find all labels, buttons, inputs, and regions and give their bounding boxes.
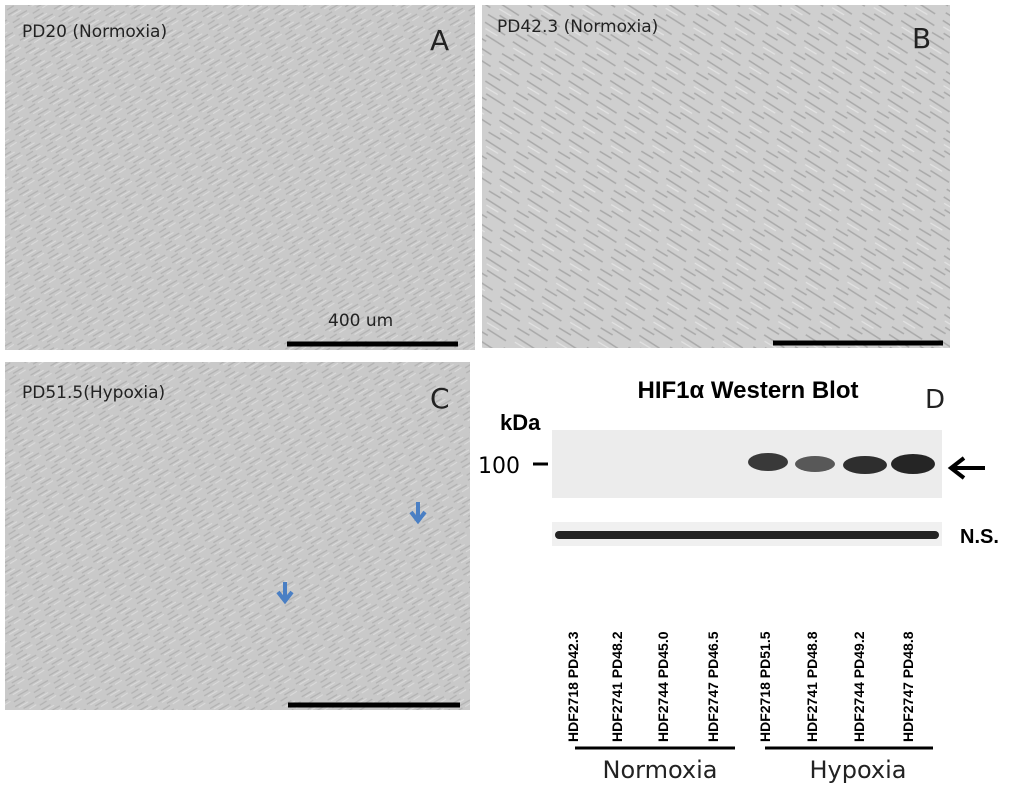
group-label: Normoxia xyxy=(603,756,718,784)
arrow xyxy=(947,456,985,480)
blot-title: HIF1α Western Blot xyxy=(637,377,858,404)
unit-label: kDa xyxy=(500,410,541,435)
lane-label: HDF2747 PD48.8 xyxy=(900,631,916,742)
lane-label: HDF2741 PD48.2 xyxy=(609,631,625,742)
lane-labels: HDF2718 PD42.3 HDF2741 PD48.2 HDF2744 PD45… xyxy=(565,631,916,742)
arrow xyxy=(276,582,294,605)
ns-band xyxy=(555,531,939,539)
panel-letter: C xyxy=(430,382,450,415)
caption: PD42.3 (Normoxia) xyxy=(497,17,658,37)
micrograph-a xyxy=(5,5,475,350)
scale-label: 400 um xyxy=(328,311,393,331)
marker-label: 100 xyxy=(478,454,520,479)
group-label: Hypoxia xyxy=(809,756,906,784)
lane-label: HDF2747 PD46.5 xyxy=(705,631,721,742)
caption: PD20 (Normoxia) xyxy=(22,22,167,42)
micrograph-c xyxy=(5,362,470,710)
arrow xyxy=(409,502,427,525)
micrograph-b xyxy=(482,5,950,348)
bands xyxy=(748,453,935,474)
lane-label: HDF2744 PD49.2 xyxy=(851,631,867,742)
panel-letter: A xyxy=(430,24,449,57)
lane-label: HDF2744 PD45.0 xyxy=(655,631,671,742)
caption: PD51.5(Hypoxia) xyxy=(22,383,165,403)
lane-label: HDF2741 PD48.8 xyxy=(804,631,820,742)
ns-label: N.S. xyxy=(960,526,999,548)
lane-label: HDF2718 PD42.3 xyxy=(565,631,581,742)
lane-label: HDF2718 PD51.5 xyxy=(757,631,773,742)
panel-letter: D xyxy=(925,385,945,415)
panel-letter: B xyxy=(912,22,931,55)
